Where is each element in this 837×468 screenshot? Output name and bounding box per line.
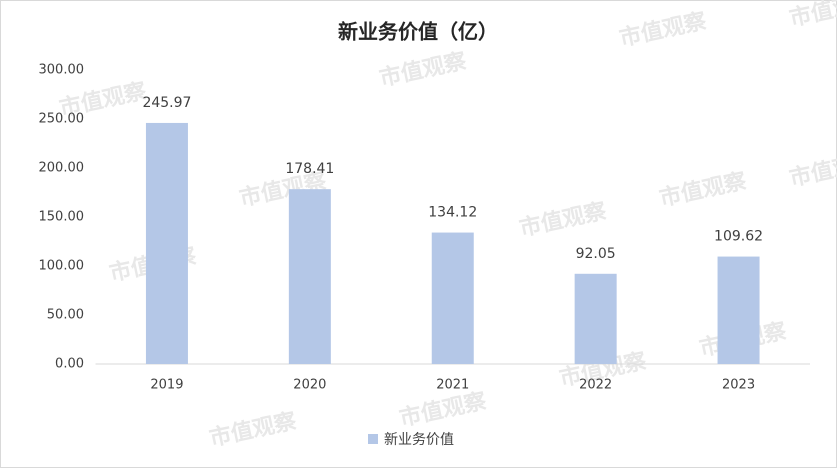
bar	[431, 232, 474, 364]
data-label: 178.41	[285, 161, 334, 177]
y-tick-label: 100.00	[39, 259, 85, 274]
data-label: 109.62	[714, 229, 763, 245]
bar	[288, 189, 331, 364]
y-tick-label: 250.00	[39, 112, 85, 127]
legend-label: 新业务价值	[384, 432, 454, 448]
bar	[145, 122, 188, 364]
bar	[717, 256, 760, 364]
x-tick-label: 2022	[579, 378, 612, 393]
x-tick-label: 2023	[722, 378, 755, 393]
y-tick-label: 200.00	[39, 161, 85, 176]
data-label: 92.05	[576, 246, 616, 262]
data-label: 245.97	[142, 95, 191, 111]
y-tick-label: 300.00	[39, 63, 85, 78]
x-tick-label: 2021	[436, 378, 469, 393]
y-tick-label: 0.00	[55, 357, 84, 372]
chart-title: 新业务价值（亿）	[338, 20, 498, 44]
y-tick-label: 50.00	[47, 308, 84, 323]
x-tick-label: 2020	[293, 378, 326, 393]
legend-swatch	[368, 434, 378, 444]
y-tick-label: 150.00	[39, 210, 85, 225]
data-label: 134.12	[428, 205, 477, 221]
bar	[574, 273, 617, 364]
x-tick-label: 2019	[150, 378, 183, 393]
